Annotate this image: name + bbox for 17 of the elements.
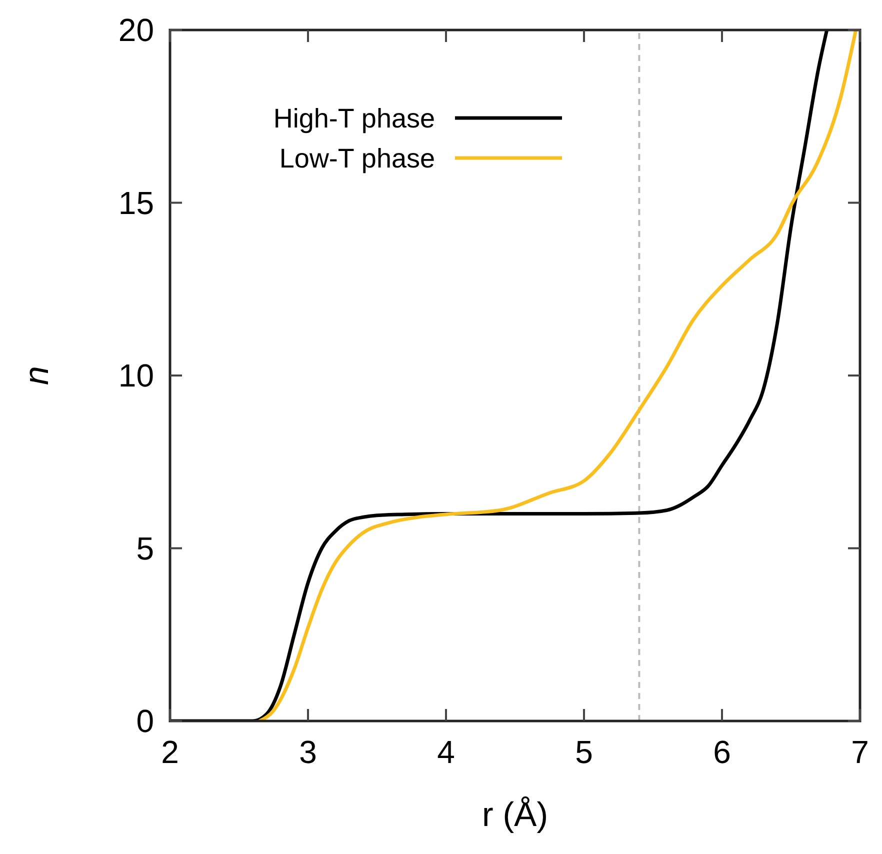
y-tick-label: 0 [136,703,154,740]
y-tick-label: 10 [118,358,154,394]
x-tick-label: 2 [161,734,179,770]
x-tick-label: 4 [437,734,455,770]
x-tick-label: 7 [851,734,869,770]
legend-label: High-T phase [273,103,435,134]
legend-label: Low-T phase [279,143,435,174]
line-series [258,30,858,721]
x-axis-title: r (Å) [482,796,548,834]
y-tick-label: 5 [136,530,154,566]
y-tick-label: 15 [118,184,154,221]
x-tick-label: 3 [299,734,317,770]
y-axis-title: n [18,366,56,385]
y-tick-label: 20 [118,12,154,48]
line-series [170,30,829,721]
x-tick-label: 6 [713,734,731,770]
x-tick-label: 5 [575,734,593,770]
